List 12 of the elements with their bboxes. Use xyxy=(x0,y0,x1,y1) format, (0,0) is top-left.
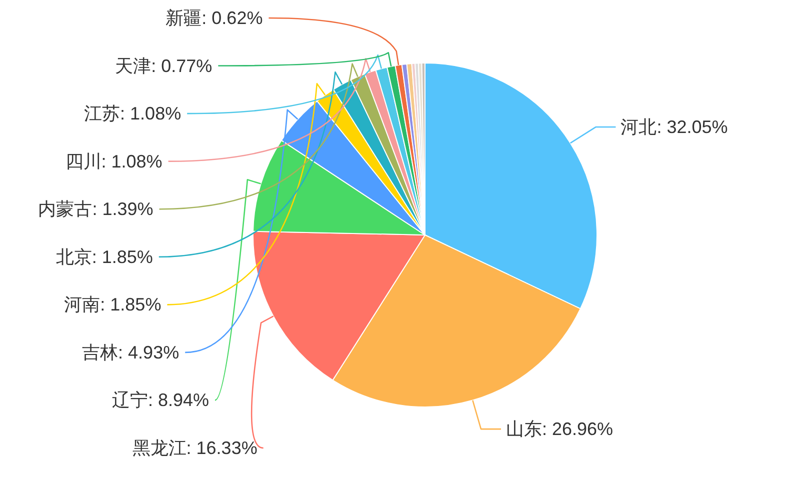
slice-label: 河南: 1.85% xyxy=(64,294,162,315)
slice-label: 吉林: 4.93% xyxy=(82,342,180,362)
slice-label: 山东: 26.96% xyxy=(506,419,614,440)
slice-label: 江苏: 1.08% xyxy=(84,104,182,124)
slice-label: 辽宁: 8.94% xyxy=(112,390,209,410)
slice-label: 内蒙古: 1.39% xyxy=(38,199,154,220)
slice-label: 北京: 1.85% xyxy=(56,246,153,267)
slice-label: 黑龙江: 16.33% xyxy=(132,438,258,458)
slice-label: 四川: 1.08% xyxy=(65,151,162,172)
slice-label: 河北: 32.05% xyxy=(620,117,728,138)
slice-label: 天津: 0.77% xyxy=(115,56,212,76)
slice-label: 新疆: 0.62% xyxy=(166,8,263,28)
